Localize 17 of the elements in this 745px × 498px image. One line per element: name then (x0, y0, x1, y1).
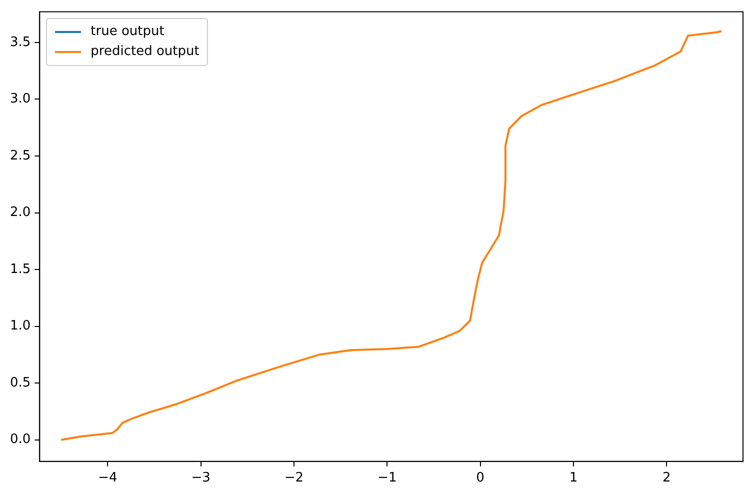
legend-label: true output (90, 24, 164, 40)
x-tick-label: −4 (98, 470, 118, 486)
y-tick-label: 3.5 (10, 34, 31, 50)
x-tick-label: 2 (662, 470, 671, 486)
y-tick-label: 0.0 (10, 432, 31, 448)
x-tick-label: 1 (569, 470, 578, 486)
y-tick-label: 0.5 (10, 375, 31, 390)
x-tick-label: −1 (378, 470, 397, 486)
legend-label: predicted output (90, 44, 200, 60)
y-tick-label: 1.0 (10, 318, 31, 334)
y-tick-label: 2.0 (10, 205, 31, 220)
x-tick-label: 0 (476, 470, 484, 486)
x-tick-label: −2 (284, 470, 304, 486)
y-tick-label: 2.5 (10, 148, 31, 164)
x-tick-label: −3 (191, 470, 210, 486)
y-tick-label: 1.5 (10, 262, 31, 277)
y-tick-label: 3.0 (10, 92, 31, 107)
